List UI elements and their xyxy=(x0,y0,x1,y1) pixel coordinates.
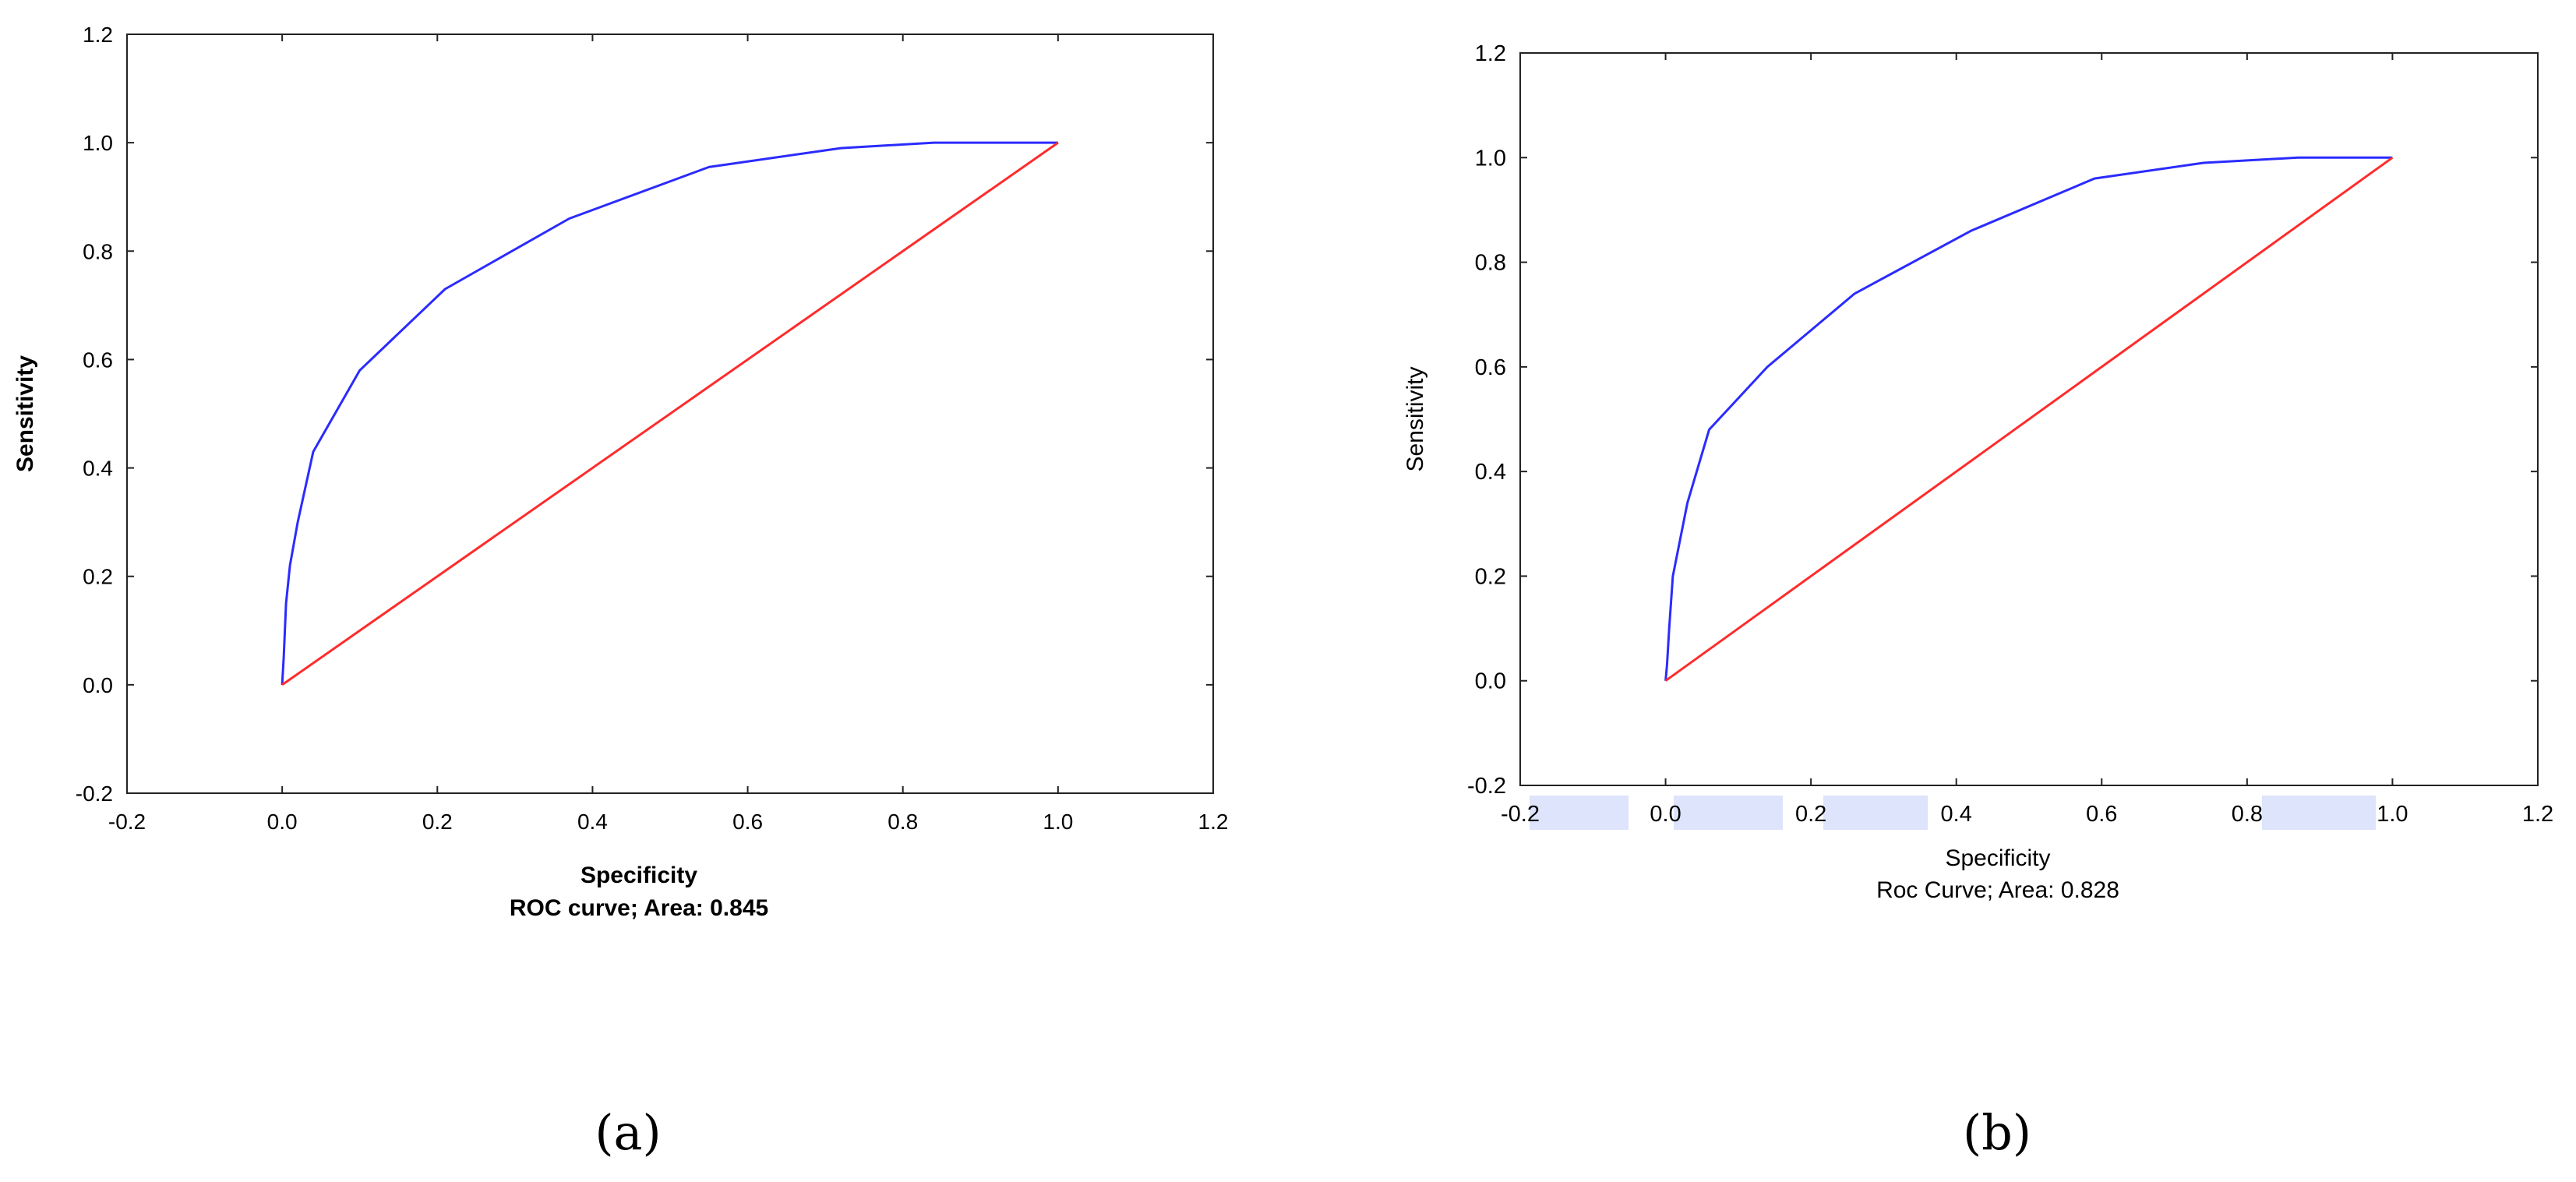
x-tick-label: 0.4 xyxy=(577,810,608,834)
y-tick-label: 0.6 xyxy=(1475,355,1506,380)
x-tick-label: 0.0 xyxy=(1650,802,1681,827)
reference-diagonal-line xyxy=(1664,157,2394,682)
x-tick-label: 0.6 xyxy=(732,810,763,834)
x-tick-label: 1.0 xyxy=(2377,802,2408,827)
y-tick-label: 0.0 xyxy=(1475,669,1506,694)
x-tick-label: 0.2 xyxy=(422,810,453,834)
plot-frame xyxy=(126,34,1214,794)
x-tick-label: 0.2 xyxy=(1795,802,1826,827)
panel-label: (b) xyxy=(1963,1104,2031,1161)
panel-label: (a) xyxy=(595,1104,661,1161)
x-axis-label: Specificity xyxy=(580,863,697,888)
y-tick-label: -0.2 xyxy=(1467,774,1506,799)
reference-diagonal-line xyxy=(281,141,1059,686)
roc-curve-line xyxy=(1664,156,2393,681)
y-tick-label: 0.8 xyxy=(1475,251,1506,276)
y-tick-label: 0.2 xyxy=(1475,564,1506,589)
y-tick-label: 1.0 xyxy=(83,131,113,155)
chart-caption: ROC curve; Area: 0.845 xyxy=(510,895,768,921)
y-tick-label: 0.8 xyxy=(83,239,113,263)
y-axis-label: Sensitivity xyxy=(1403,366,1428,471)
x-tick-label: 0.6 xyxy=(2086,802,2117,827)
x-tick-label: 1.2 xyxy=(2522,802,2553,827)
y-tick-label: 0.4 xyxy=(83,457,113,481)
x-tick-label: 1.2 xyxy=(1198,810,1229,834)
highlight-box-2 xyxy=(1674,796,1783,830)
highlight-box-3 xyxy=(1823,796,1928,830)
x-tick-label: 0.8 xyxy=(887,810,918,834)
plot-frame xyxy=(1519,52,2539,786)
y-tick-label: 1.2 xyxy=(83,23,113,47)
y-tick-label: 0.6 xyxy=(83,348,113,372)
chart-panel-b: -0.2 0.0 0.2 0.4 0.6 0.8 1.0 1.2 -0.2 0.0 0.2 0.4 0.… xyxy=(1403,41,2553,1161)
y-tick-label: 0.2 xyxy=(83,565,113,589)
roc-curve-line xyxy=(281,141,1058,685)
y-tick-label: 1.2 xyxy=(1475,41,1506,66)
highlight-box-4 xyxy=(2262,796,2376,830)
x-axis-label: Specificity xyxy=(1945,845,2050,871)
y-axis-label: Sensitivity xyxy=(12,355,38,472)
y-tick-label: 0.0 xyxy=(83,673,113,697)
x-tick-label: 0.8 xyxy=(2232,802,2263,827)
x-tick-label: 1.0 xyxy=(1043,810,1073,834)
y-tick-label: -0.2 xyxy=(76,782,113,806)
x-tick-label: 0.0 xyxy=(267,810,298,834)
highlight-box-1 xyxy=(1530,796,1629,830)
x-tick-label: 0.4 xyxy=(1941,802,1972,827)
y-tick-label: 1.0 xyxy=(1475,146,1506,171)
chart-caption: Roc Curve; Area: 0.828 xyxy=(1876,877,2119,903)
chart-panel-a: -0.2 0.0 0.2 0.4 0.6 0.8 1.0 1.2 -0.2 0.0 0.2 0.4 0.… xyxy=(12,23,1228,1161)
x-tick-label: -0.2 xyxy=(108,810,146,834)
y-tick-label: 0.4 xyxy=(1475,460,1506,485)
x-tick-label: -0.2 xyxy=(1501,802,1540,827)
